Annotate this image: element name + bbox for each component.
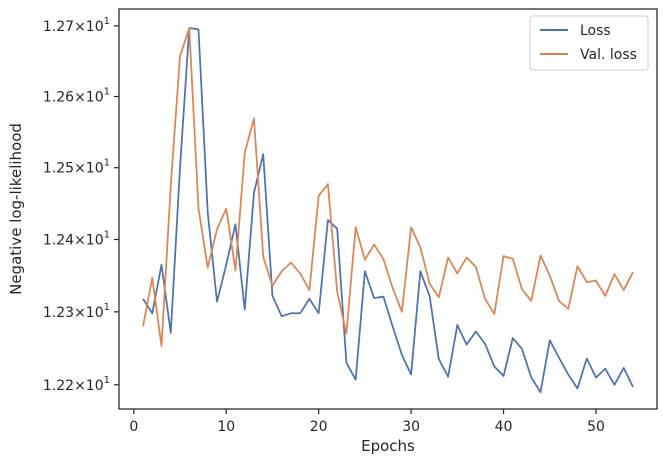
y-tick-label: 1.26×101 (43, 87, 110, 106)
y-tick-label: 1.25×101 (43, 158, 110, 177)
legend: Loss Val. loss (529, 15, 649, 71)
x-tick-label: 0 (129, 419, 138, 435)
x-tick-label: 30 (402, 419, 420, 435)
x-tick-label: 50 (587, 419, 605, 435)
y-tick-label: 1.22×101 (43, 375, 110, 394)
x-axis: 0 10 20 30 40 50 (129, 409, 605, 435)
y-tick-label: 1.27×101 (43, 16, 110, 35)
y-tick-label: 1.24×101 (43, 229, 110, 248)
series-line-loss (142, 27, 634, 393)
x-tick-label: 20 (310, 419, 328, 435)
x-tick-label: 10 (217, 419, 235, 435)
series-line-val-loss (142, 27, 634, 347)
legend-label-loss: Loss (580, 23, 611, 39)
y-axis-label: Negative log-likelihood (7, 123, 25, 295)
x-tick-label: 40 (495, 419, 513, 435)
plot-frame (118, 8, 658, 410)
series-group (142, 27, 634, 393)
legend-label-val-loss: Val. loss (580, 47, 637, 63)
y-tick-label: 1.23×101 (43, 302, 110, 321)
y-axis: 1.22×101 1.23×101 1.24×101 1.25×101 1.26×101… (43, 16, 119, 394)
x-axis-label: Epochs (361, 437, 415, 455)
